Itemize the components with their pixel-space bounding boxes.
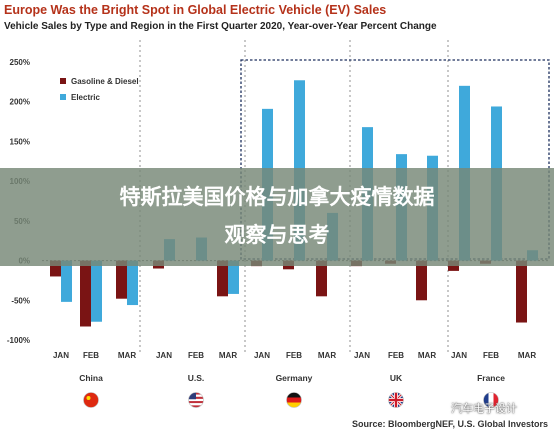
flag-border bbox=[188, 392, 204, 408]
month-tick-label: MAR bbox=[318, 351, 336, 360]
legend-swatch bbox=[60, 78, 66, 84]
month-tick-label: JAN bbox=[451, 351, 467, 360]
legend-entry: Electric bbox=[71, 93, 100, 102]
europe-highlight-box bbox=[240, 59, 550, 260]
france-flag bbox=[483, 392, 499, 408]
flag-band bbox=[286, 392, 302, 398]
month-tick-label: MAR bbox=[418, 351, 436, 360]
region-label: U.S. bbox=[188, 373, 205, 383]
flag-star bbox=[86, 396, 91, 400]
bar-electric bbox=[228, 260, 239, 294]
bar-electric bbox=[61, 260, 72, 302]
flag-border bbox=[483, 392, 499, 408]
flag-stripe bbox=[188, 405, 204, 408]
bar-gasoline-diesel bbox=[116, 260, 127, 299]
uk-flag-fill bbox=[388, 392, 404, 408]
y-tick-label: 150% bbox=[10, 137, 30, 146]
month-tick-label: FEB bbox=[83, 351, 99, 360]
month-tick-label: JAN bbox=[354, 351, 370, 360]
wechat-icon bbox=[428, 401, 446, 415]
flag-band bbox=[488, 392, 494, 408]
watermark: 汽车电子设计 bbox=[428, 400, 517, 416]
month-tick-label: MAR bbox=[518, 351, 536, 360]
flag-field bbox=[83, 392, 99, 408]
region-label: France bbox=[477, 373, 505, 383]
bar-gasoline-diesel bbox=[516, 260, 527, 323]
banner-title-line-1: 特斯拉美国价格与加拿大疫情数据 bbox=[119, 185, 435, 209]
bar-electric bbox=[127, 260, 138, 306]
flag-stripe bbox=[188, 398, 204, 402]
flag-band bbox=[286, 402, 302, 408]
month-tick-label: JAN bbox=[156, 351, 172, 360]
bar-electric bbox=[91, 260, 102, 322]
y-tick-label: 250% bbox=[10, 58, 30, 67]
month-tick-label: FEB bbox=[286, 351, 302, 360]
region-label: China bbox=[79, 373, 103, 383]
y-tick-label: -50% bbox=[11, 296, 30, 305]
month-tick-label: FEB bbox=[188, 351, 204, 360]
uk-flag bbox=[388, 392, 404, 408]
y-tick-label: 200% bbox=[10, 98, 30, 107]
us-flag bbox=[188, 392, 204, 408]
flag-band bbox=[493, 392, 499, 408]
france-flag-fill bbox=[483, 392, 499, 408]
flag-border bbox=[83, 392, 99, 408]
watermark-text: 汽车电子设计 bbox=[451, 402, 517, 415]
germany-flag bbox=[286, 392, 302, 408]
bar-gasoline-diesel bbox=[217, 260, 228, 297]
month-tick-label: MAR bbox=[118, 351, 136, 360]
bar-gasoline-diesel bbox=[316, 260, 327, 297]
flag-band bbox=[483, 392, 489, 408]
bar-gasoline-diesel bbox=[80, 260, 91, 327]
flag-border bbox=[286, 392, 302, 408]
flag-band bbox=[286, 397, 302, 403]
flag-canton bbox=[188, 392, 196, 400]
month-tick-label: MAR bbox=[219, 351, 237, 360]
flag-stripe bbox=[188, 403, 204, 406]
flag-border bbox=[388, 392, 404, 408]
germany-flag-fill bbox=[286, 392, 302, 408]
flag-stripe bbox=[188, 401, 204, 404]
bar-gasoline-diesel bbox=[416, 260, 427, 301]
month-tick-label: FEB bbox=[388, 351, 404, 360]
month-tick-label: JAN bbox=[53, 351, 69, 360]
banner-title-line-2: 观察与思考 bbox=[224, 223, 330, 247]
legend-swatch bbox=[60, 94, 66, 100]
month-tick-label: FEB bbox=[483, 351, 499, 360]
region-label: UK bbox=[390, 373, 403, 383]
chart-subtitle: Vehicle Sales by Type and Region in the … bbox=[4, 21, 437, 32]
legend-entry: Gasoline & Diesel bbox=[71, 77, 139, 86]
month-tick-label: JAN bbox=[254, 351, 270, 360]
bar-gasoline-diesel bbox=[50, 260, 61, 277]
china-flag-fill bbox=[83, 392, 99, 408]
y-tick-label: -100% bbox=[7, 336, 30, 345]
us-flag-fill bbox=[188, 392, 204, 408]
china-flag bbox=[83, 392, 99, 408]
article-title-banner: 特斯拉美国价格与加拿大疫情数据 观察与思考 bbox=[0, 168, 554, 266]
flag-cross bbox=[394, 392, 398, 408]
chart-title: Europe Was the Bright Spot in Global Ele… bbox=[4, 3, 387, 17]
region-label: Germany bbox=[276, 373, 313, 383]
source-note: Source: BloombergNEF, U.S. Global Invest… bbox=[351, 419, 548, 429]
